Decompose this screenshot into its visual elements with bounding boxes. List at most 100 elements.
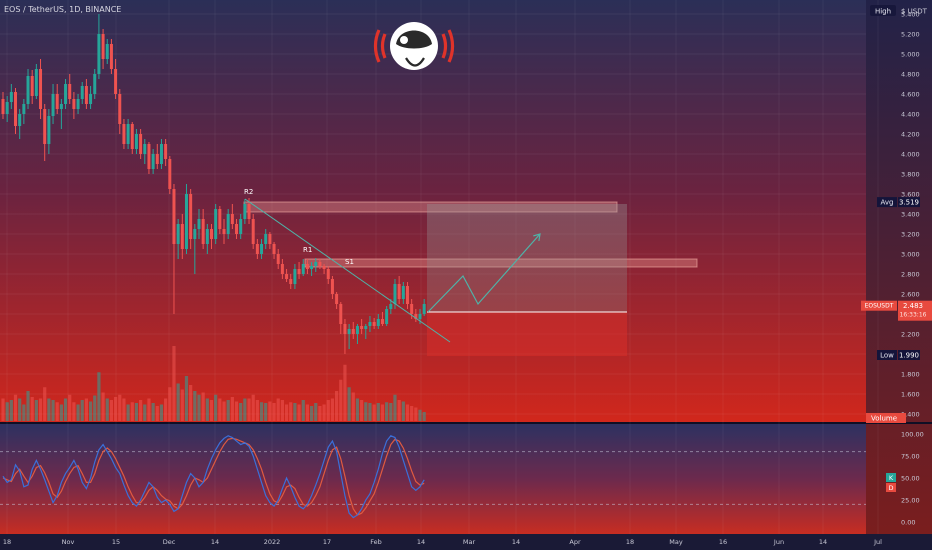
candle-body [210, 229, 213, 239]
volume-bar [168, 387, 172, 421]
currency-unit: $ USDT [901, 8, 928, 16]
symbol-title[interactable]: EOS / TetherUS, 1D, BINANCE [4, 5, 122, 14]
trendline [244, 198, 451, 343]
volume-bar [118, 394, 122, 421]
volume-bar [59, 404, 63, 421]
volume-bar [226, 400, 230, 421]
x-tick-label: 17 [323, 538, 331, 546]
candle-body [105, 44, 109, 59]
volume-bar [414, 407, 418, 421]
candle-body [68, 84, 72, 99]
volume-bar [418, 409, 422, 421]
volume-bar [151, 403, 155, 421]
volume-bar [410, 406, 414, 421]
candle-body [14, 92, 18, 126]
x-tick-label: 14 [417, 538, 425, 546]
x-tick-label: May [669, 538, 683, 546]
volume-bar [380, 404, 385, 421]
candle-body [260, 244, 264, 254]
y-tick-label: 4.200 [901, 131, 920, 139]
volume-bar [364, 402, 368, 421]
candle-body [147, 144, 151, 169]
volume-bar [197, 394, 201, 421]
volume-bar [122, 398, 126, 421]
oscillator-tick-label: 75.00 [901, 453, 920, 461]
avg-value: 3.519 [899, 199, 919, 207]
scale-mode-label[interactable]: High [870, 5, 896, 16]
candle-body [314, 262, 318, 266]
volume-bar [251, 394, 255, 421]
candle-body [251, 219, 255, 244]
avg-price-tag: Avg 3.519 [877, 197, 920, 208]
s1-label: S1 [345, 258, 354, 266]
volume-bar [51, 400, 55, 421]
candle-body [80, 86, 84, 99]
candle-body [9, 92, 13, 102]
candle-body [255, 244, 259, 254]
volume-bar [76, 404, 80, 421]
volume-bar [26, 391, 30, 421]
y-tick-label: 1.400 [901, 411, 920, 419]
candle-body [109, 44, 113, 69]
volume-bar [22, 404, 26, 421]
candle-body [118, 94, 122, 124]
volume-bar [326, 400, 330, 421]
oscillator-tick-label: 0.00 [901, 519, 915, 527]
candle-body [318, 262, 322, 266]
volume-bar [322, 404, 326, 421]
projection-arrowhead [533, 233, 541, 242]
stoch-d-line [2, 437, 425, 516]
scale-mode-text: High [875, 8, 891, 16]
candle-body [30, 76, 34, 96]
current-price-tag: EOSUSDT 2.483 16:33:16 [861, 300, 932, 321]
volume-bar [255, 400, 259, 421]
volume-bar [159, 404, 164, 421]
candle-body [410, 304, 414, 314]
candle-body [380, 319, 384, 324]
volume-bar [422, 412, 426, 421]
low-label: Low [880, 352, 894, 360]
projection-path [427, 233, 541, 313]
volume-bar [13, 394, 18, 421]
oscillator-axis: 100.00 75.00 50.00 25.00 0.00 [901, 431, 924, 527]
volume-bar [330, 398, 335, 421]
stoch-k-badge[interactable]: K [886, 473, 896, 482]
x-tick-label: Nov [62, 538, 75, 546]
candle-body [422, 304, 426, 314]
candle-body [89, 94, 93, 104]
y-tick-label: 2.800 [901, 271, 920, 279]
volume-bar [305, 404, 310, 421]
y-tick-label: 2.200 [901, 331, 920, 339]
volume-bar [184, 376, 189, 421]
candle-body [401, 286, 405, 299]
y-tick-label: 5.200 [901, 31, 920, 39]
candle-body [47, 116, 51, 144]
time-axis-panel[interactable] [0, 534, 932, 550]
candle-body [355, 326, 359, 334]
candle-body [364, 326, 368, 329]
candle-body [43, 109, 47, 144]
candle-body [176, 224, 180, 244]
volume-bar [143, 404, 147, 421]
volume-bar [222, 401, 226, 421]
volume-bar [72, 402, 76, 421]
candle-body [168, 159, 172, 189]
volume-bar [259, 402, 264, 421]
candle-body [385, 309, 389, 324]
oscillator-tick-label: 50.00 [901, 475, 920, 483]
candles [1, 14, 426, 354]
volume-bar [63, 398, 68, 421]
volume-bar [385, 402, 389, 421]
volume-bar [309, 406, 314, 421]
stoch-d-badge[interactable]: D [886, 483, 896, 492]
volume-bar [164, 398, 168, 421]
volume-bar [126, 404, 130, 421]
volume-bar [297, 404, 301, 421]
volume-bar [30, 397, 34, 421]
y-tick-label: 3.400 [901, 211, 920, 219]
stop-zone [427, 312, 627, 356]
candle-body [264, 234, 268, 244]
price-axis-panel[interactable] [866, 0, 932, 534]
